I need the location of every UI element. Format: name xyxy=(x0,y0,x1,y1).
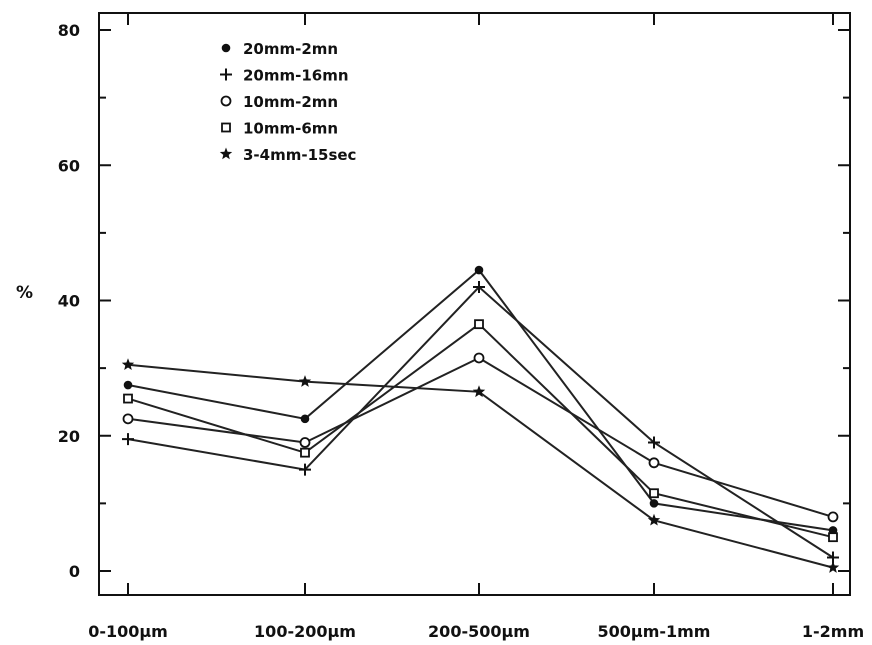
legend-marker xyxy=(220,68,232,81)
data-point xyxy=(123,380,133,390)
data-point xyxy=(300,447,310,458)
data-point xyxy=(300,414,310,424)
data-point xyxy=(122,413,134,425)
series-line xyxy=(127,356,834,518)
series-2 xyxy=(122,352,839,523)
data-point xyxy=(122,433,134,446)
series-4 xyxy=(121,358,840,573)
plot-frame xyxy=(98,12,851,596)
data-point xyxy=(647,513,661,526)
y-tick-label: 0 xyxy=(69,562,80,581)
data-point xyxy=(121,358,135,370)
data-point xyxy=(827,511,839,523)
y-tick-label: 20 xyxy=(58,427,80,446)
x-tick-label: 100-200µm xyxy=(254,622,356,641)
data-point xyxy=(649,499,659,508)
data-point xyxy=(299,463,311,476)
series-line xyxy=(127,268,834,532)
y-tick-label: 80 xyxy=(58,21,80,40)
y-tick-label: 40 xyxy=(58,292,80,311)
data-point xyxy=(828,532,838,543)
y-tick-label: 60 xyxy=(58,156,80,175)
legend-marker xyxy=(221,43,231,53)
x-tick-label: 1-2mm xyxy=(802,622,864,641)
x-tick-label: 500µm-1mm xyxy=(598,622,711,641)
legend-label: 20mm-2mn xyxy=(243,40,338,58)
data-point xyxy=(649,488,659,499)
data-point xyxy=(299,437,311,448)
x-tick-label: 0-100µm xyxy=(88,622,168,641)
data-point xyxy=(474,265,484,275)
y-axis-ticks: 0 20 40 60 80 xyxy=(58,21,850,581)
data-point xyxy=(473,352,485,364)
x-axis-ticks: 0-100µm 100-200µm 200-500µm 500µm-1mm 1-2mm xyxy=(88,13,864,641)
data-point xyxy=(648,436,660,449)
data-point xyxy=(826,561,840,573)
data-point xyxy=(474,319,484,330)
data-point xyxy=(648,457,660,469)
data-point xyxy=(472,385,486,398)
x-tick-label: 200-500µm xyxy=(428,622,530,641)
data-point xyxy=(123,393,133,404)
legend-marker xyxy=(220,95,232,107)
data-point xyxy=(298,375,312,387)
series-3 xyxy=(123,319,838,543)
legend: 20mm-2mn 20mm-16mn 10mm-2mn 10mm-6mn 3-4mm-1… xyxy=(219,40,356,164)
legend-marker xyxy=(221,122,231,133)
series-0 xyxy=(123,265,838,535)
legend-label: 10mm-2mn xyxy=(243,93,338,111)
data-point xyxy=(473,280,485,293)
legend-label: 10mm-6mn xyxy=(243,120,338,138)
legend-label: 3-4mm-15sec xyxy=(243,146,356,164)
legend-label: 20mm-16mn xyxy=(243,67,349,85)
legend-marker xyxy=(219,147,233,160)
y-axis-label: % xyxy=(16,283,33,303)
series-group xyxy=(121,265,840,573)
